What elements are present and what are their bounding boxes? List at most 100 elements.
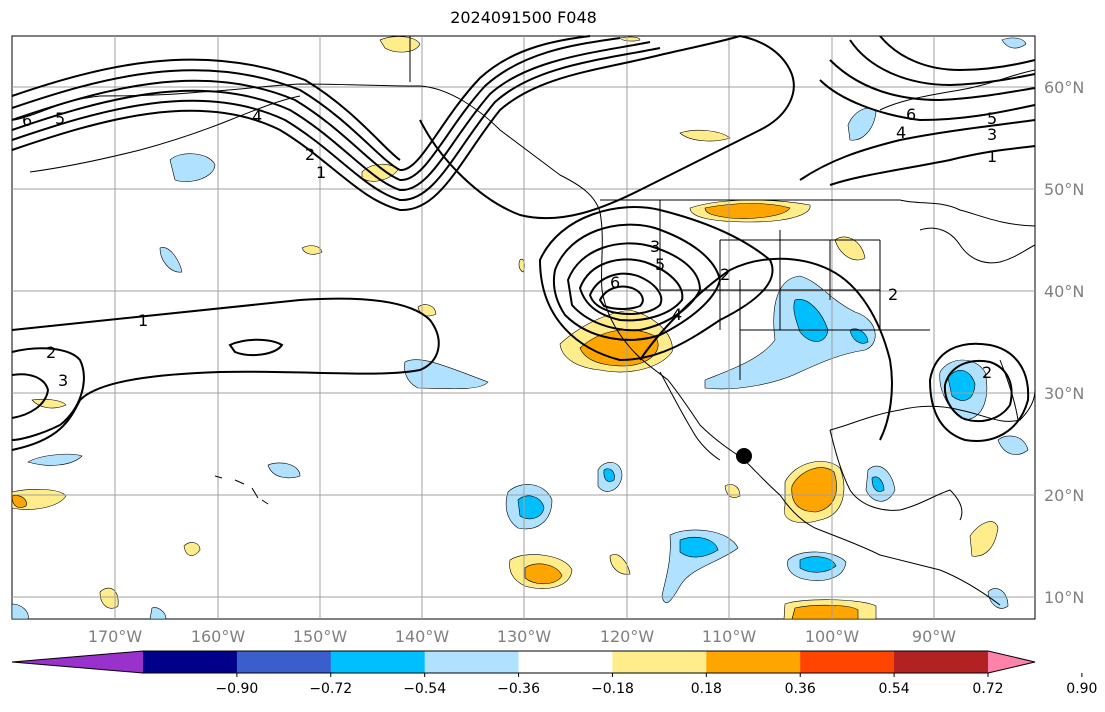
contour-line (799, 119, 1036, 181)
shade-patch (799, 556, 837, 573)
shade-patch (603, 468, 615, 482)
shade-patch (301, 245, 323, 255)
contours (11, 35, 1036, 451)
contour-line (849, 39, 1036, 87)
contour-label: 6 (610, 273, 620, 292)
contour-label: 5 (987, 109, 997, 128)
contour-line (943, 360, 1013, 423)
shade-patch (679, 537, 719, 558)
contour-line (228, 338, 284, 357)
contour-line (538, 206, 774, 362)
baja-peninsula (659, 371, 721, 461)
contour-line (419, 35, 795, 220)
lon-tick-label: 140°W (395, 627, 450, 646)
shade-patch (99, 587, 119, 609)
lat-tick-label: 40°N (1044, 282, 1084, 301)
contour-line (552, 223, 722, 341)
lon-tick-label: 110°W (702, 627, 757, 646)
colorbar-tick-label: −0.18 (591, 681, 634, 697)
lat-ticks: 60°N 50°N 40°N 30°N 20°N 10°N (1044, 78, 1084, 607)
shade-patch (849, 328, 869, 344)
contour-line (829, 59, 1036, 102)
us-canada-border (600, 199, 1036, 227)
lat-tick-label: 10°N (1044, 588, 1084, 607)
colorbar-tick-label: −0.36 (497, 681, 540, 697)
contour-label: 4 (672, 305, 682, 324)
contour-label: 3 (650, 237, 660, 256)
shade-patch (834, 236, 866, 261)
great-lakes (919, 227, 1036, 264)
colorbar-extend-high (988, 651, 1035, 673)
contour-line (11, 373, 50, 419)
contour-label: 5 (655, 255, 665, 274)
colorbar-swatch (143, 651, 238, 673)
gulf-coast (829, 389, 1036, 431)
shade-patch (11, 603, 29, 620)
contour-label: 2 (720, 265, 730, 284)
hudson-coast (879, 69, 1036, 111)
shade-patch (793, 299, 829, 342)
shade-patch (704, 203, 791, 219)
mexico-west-coast (779, 494, 1001, 606)
contour-line (639, 257, 893, 441)
contour-line (11, 37, 621, 182)
lon-tick-label: 130°W (497, 627, 552, 646)
contour-label: 2 (305, 145, 315, 164)
colorbar-tick-label: 0.36 (785, 681, 816, 697)
colorbar-swatch (706, 651, 801, 673)
shade-patch (27, 453, 83, 466)
map-panel: 6 5 4 2 1 1 2 3 6 5 4 3 2 6 5 4 3 1 2 2 (11, 35, 1036, 620)
contour-label: 6 (22, 111, 32, 130)
colorbar-tick-label: 0.18 (691, 681, 722, 697)
colorbar-tick-label: 0.72 (972, 681, 1003, 697)
aleutian-chain (29, 95, 301, 173)
coastlines (13, 36, 1036, 606)
colorbar-tick-label: −0.54 (403, 681, 446, 697)
shade-patch (159, 247, 183, 273)
contour-label: 5 (55, 109, 65, 128)
contour-label: 4 (252, 107, 262, 126)
contour-label: 3 (987, 125, 997, 144)
contour-line (11, 297, 440, 451)
shade-patch (524, 563, 563, 585)
contour-label: 1 (138, 311, 148, 330)
colorbar-swatch (424, 651, 520, 673)
alaska-coast (13, 83, 601, 213)
shade-patch (987, 588, 1009, 609)
shade-patch (518, 258, 525, 273)
shade-patch (997, 435, 1029, 455)
contour-line (879, 35, 1036, 72)
contour-line (11, 41, 651, 192)
contour-line (578, 258, 684, 322)
lon-tick-label: 150°W (293, 627, 348, 646)
shade-patch (267, 462, 301, 479)
lat-tick-label: 30°N (1044, 384, 1084, 403)
colorbar-swatch (800, 651, 895, 673)
contour-line (588, 272, 663, 315)
colorbar-tick-label: −0.90 (215, 681, 258, 697)
lon-ticks: 170°W 160°W 150°W 140°W 130°W 120°W 110°… (88, 627, 956, 646)
contour-label: 2 (982, 363, 992, 382)
colorbar-tick-label: −0.72 (309, 681, 352, 697)
colorbar-swatch (236, 651, 332, 673)
shade-patch (619, 36, 641, 42)
colorbar-tick-label: 0.54 (879, 681, 910, 697)
mexico-east-coast (829, 429, 963, 521)
colorbar-tick-label: 0.90 (1066, 681, 1097, 697)
shade-patch (791, 604, 859, 620)
contour-line (829, 145, 1036, 186)
shade-patch (11, 495, 27, 508)
lon-tick-label: 170°W (88, 627, 143, 646)
colorbar-outline (11, 650, 1036, 674)
contour-label: 3 (58, 371, 68, 390)
shade-patch (969, 521, 999, 557)
contour-line (598, 285, 644, 310)
lon-tick-label: 160°W (191, 627, 246, 646)
contour-line (11, 35, 741, 212)
contour-line (819, 79, 1036, 122)
shade-patch (871, 476, 885, 492)
shade-patch (847, 107, 877, 141)
lat-tick-label: 60°N (1044, 78, 1084, 97)
lon-tick-label: 120°W (600, 627, 655, 646)
